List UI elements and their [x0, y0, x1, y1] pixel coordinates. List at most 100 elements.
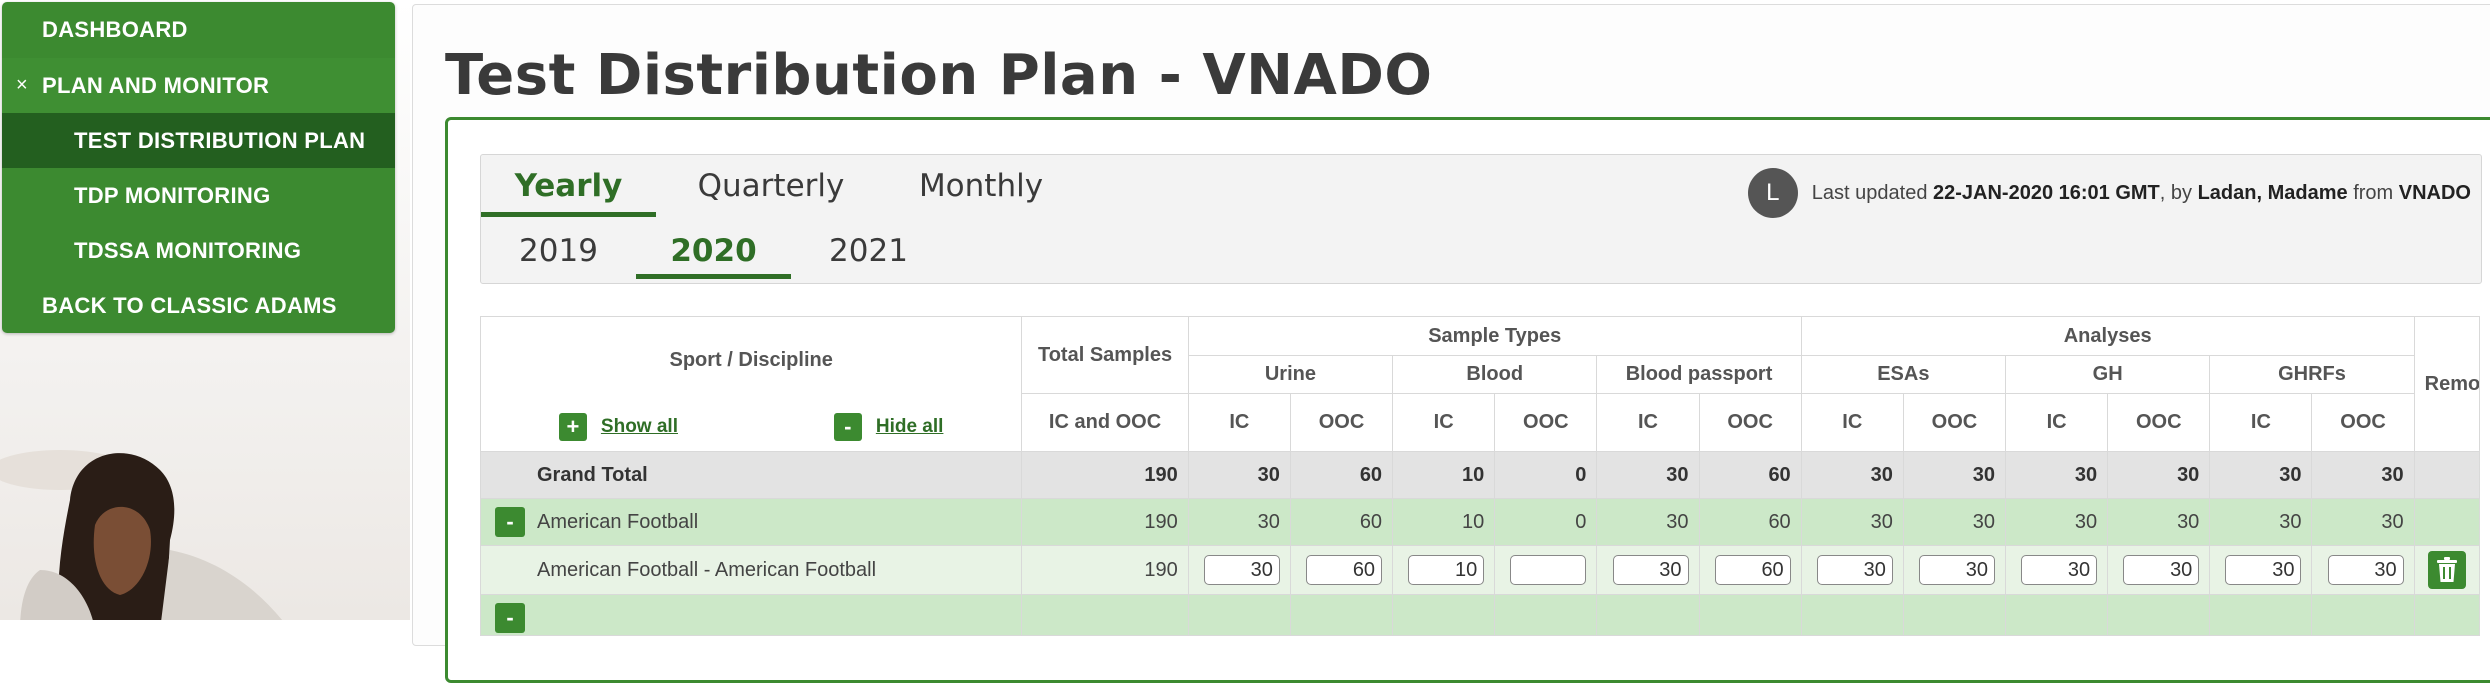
- trash-icon: [2436, 557, 2457, 582]
- ooc-header: OOC: [2107, 393, 2211, 452]
- ghrfs-ooc-input[interactable]: [2327, 555, 2404, 585]
- sport-discipline-header: Sport / Discipline + Show all - Hide all: [479, 316, 1023, 452]
- ic-header: IC: [2004, 393, 2109, 452]
- avatar: L: [1747, 168, 1798, 218]
- table-cell: [1698, 594, 1802, 636]
- blood-passport-ooc-input[interactable]: [1714, 555, 1791, 585]
- table-cell: [1902, 594, 2007, 636]
- blood-ic-input[interactable]: [1408, 555, 1485, 585]
- table-cell: 30: [1902, 451, 2007, 499]
- nav-dashboard[interactable]: DASHBOARD: [42, 17, 188, 42]
- sport-name-cell: -: [479, 594, 1023, 636]
- collapse-button[interactable]: -: [495, 603, 525, 633]
- ic-header: IC: [1800, 393, 1904, 452]
- nav-tdp-monitoring[interactable]: TDP MONITORING: [74, 183, 271, 208]
- table-cell: [1289, 594, 1394, 636]
- main-panel: Test Distribution Plan - VNADO Yearly Qu…: [412, 4, 2490, 683]
- table-cell: [2209, 594, 2313, 636]
- table-cell: 30: [2311, 451, 2415, 499]
- table-cell: 60: [1289, 498, 1394, 546]
- table-cell: 30: [1800, 451, 1904, 499]
- hide-all-button[interactable]: - Hide all: [833, 413, 943, 441]
- nav-tdssa-monitoring[interactable]: TDSSA MONITORING: [74, 238, 302, 263]
- gh-ooc-input[interactable]: [2123, 555, 2200, 585]
- ooc-header: OOC: [1494, 393, 1598, 452]
- tab-quarterly[interactable]: Quarterly: [697, 168, 845, 204]
- blood-passport-header: Blood passport: [1596, 355, 1802, 394]
- table-row: -: [479, 594, 2481, 636]
- table-cell: [1021, 594, 1189, 636]
- table-cell: 60: [1698, 498, 1802, 546]
- table-cell: 30: [2209, 498, 2313, 546]
- show-all-button[interactable]: + Show all: [558, 413, 678, 441]
- ghrfs-ic-input[interactable]: [2225, 555, 2302, 585]
- table-cell: [1187, 594, 1291, 636]
- page-title: Test Distribution Plan - VNADO: [445, 43, 1433, 108]
- active-tab-indicator: [481, 212, 656, 217]
- table-cell: 10: [1392, 451, 1496, 499]
- sport-row: - American Football 190 30 60 10 0 30 60…: [479, 498, 2481, 546]
- sport-name-cell: - American Football: [479, 498, 1023, 546]
- discipline-total: 190: [1021, 545, 1189, 595]
- grand-total-row: Grand Total 190 30 60 10 0 30 60 30 30 3…: [479, 451, 2481, 499]
- last-updated-text: Last updated 22-JAN-2020 16:01 GMT, by L…: [1811, 181, 2471, 204]
- sport-name: American Football: [537, 510, 699, 533]
- total-samples-header: Total Samples: [1021, 316, 1189, 394]
- table-cell: [1800, 594, 1904, 636]
- side-nav: DASHBOARD × PLAN AND MONITOR TEST DISTRI…: [2, 2, 395, 333]
- tab-year-2020[interactable]: 2020: [636, 223, 791, 279]
- table-cell: [2413, 451, 2481, 499]
- discipline-row: American Football - American Football 19…: [479, 545, 2481, 595]
- table-cell: 0: [1494, 498, 1598, 546]
- table-cell: 60: [1289, 451, 1394, 499]
- remove-button[interactable]: [2427, 551, 2466, 589]
- ic-header: IC: [2209, 393, 2313, 452]
- esas-ic-input[interactable]: [1816, 555, 1893, 585]
- ooc-header: OOC: [2311, 393, 2415, 452]
- blood-passport-ic-input[interactable]: [1612, 555, 1689, 585]
- collapse-button[interactable]: -: [495, 507, 525, 537]
- urine-ooc-input[interactable]: [1306, 555, 1383, 585]
- urine-ic-input[interactable]: [1203, 555, 1280, 585]
- sample-types-header: Sample Types: [1187, 316, 1802, 356]
- ic-header: IC: [1392, 393, 1496, 452]
- table-cell: [2413, 498, 2481, 546]
- table-cell: 30: [2004, 451, 2109, 499]
- esas-header: ESAs: [1800, 355, 2007, 394]
- table-cell: 30: [1902, 498, 2007, 546]
- remove-header: Remove: [2413, 316, 2481, 452]
- ooc-header: OOC: [1902, 393, 2007, 452]
- tab-year-2019[interactable]: 2019: [519, 233, 598, 269]
- nav-plan-and-monitor[interactable]: × PLAN AND MONITOR: [2, 58, 395, 113]
- tab-yearly[interactable]: Yearly: [481, 155, 656, 217]
- minus-icon[interactable]: -: [833, 413, 862, 441]
- ooc-header: OOC: [1698, 393, 1802, 452]
- table-cell: [1494, 594, 1598, 636]
- table-cell: 190: [1021, 451, 1189, 499]
- urine-header: Urine: [1187, 355, 1394, 394]
- tab-monthly[interactable]: Monthly: [918, 168, 1044, 204]
- table-cell: 10: [1392, 498, 1496, 546]
- table-cell: [2004, 594, 2109, 636]
- last-updated-info: L Last updated 22-JAN-2020 16:01 GMT, by…: [1747, 165, 2471, 221]
- blood-header: Blood: [1392, 355, 1598, 394]
- gh-ic-input[interactable]: [2021, 555, 2098, 585]
- nav-back-to-classic-adams[interactable]: BACK TO CLASSIC ADAMS: [42, 293, 337, 318]
- table-cell: [1392, 594, 1496, 636]
- period-selector: Yearly Quarterly Monthly 2019 2020 2021 …: [480, 154, 2482, 284]
- table-cell: [2311, 594, 2415, 636]
- discipline-name: American Football - American Football: [479, 545, 1023, 595]
- tab-year-2021[interactable]: 2021: [829, 233, 908, 269]
- ic-header: IC: [1187, 393, 1291, 452]
- close-icon[interactable]: ×: [16, 74, 28, 96]
- table-cell: 30: [1596, 451, 1700, 499]
- plus-icon[interactable]: +: [558, 413, 587, 441]
- esas-ooc-input[interactable]: [1919, 555, 1995, 585]
- ic-header: IC: [1596, 393, 1700, 452]
- nav-test-distribution-plan[interactable]: TEST DISTRIBUTION PLAN: [2, 113, 395, 168]
- tdp-table: Sport / Discipline + Show all - Hide all: [479, 316, 2481, 636]
- table-cell: 30: [2311, 498, 2415, 546]
- athlete-photo: [0, 450, 283, 620]
- blood-ooc-input[interactable]: [1510, 555, 1587, 585]
- table-cell: [2413, 594, 2481, 636]
